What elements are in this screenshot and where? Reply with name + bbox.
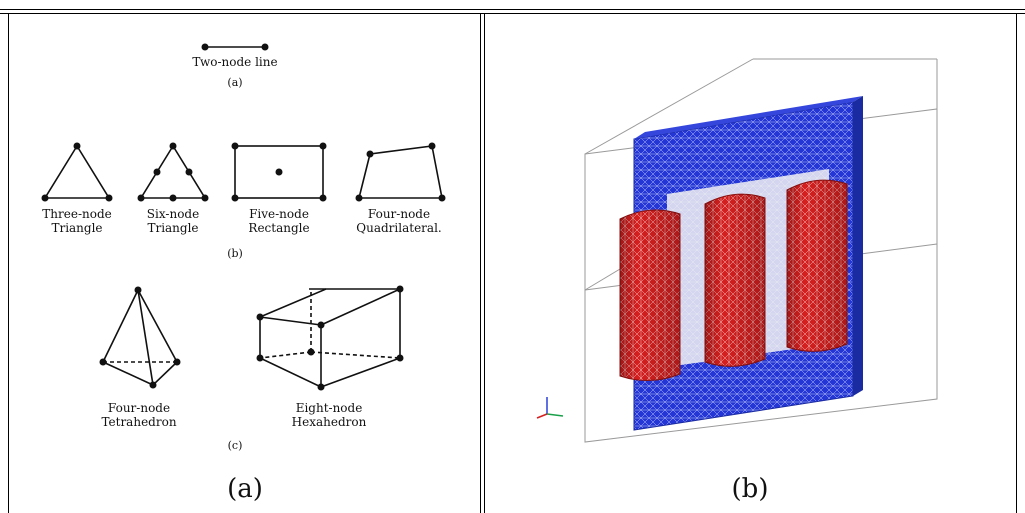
winding-middle: [704, 193, 766, 367]
quad-label-2: Quadrilateral.: [356, 221, 442, 235]
three-node-label-1: Three-node: [42, 207, 112, 221]
sub-label-c: (c): [227, 439, 243, 452]
right-border: [1016, 13, 1017, 513]
quad-label-1: Four-node: [367, 207, 431, 221]
panel-b-transformer-mesh: (b): [485, 14, 1016, 513]
two-node-line-label: Two-node line: [192, 55, 278, 69]
center-divider-2: [484, 13, 485, 513]
axis-triad-icon: [536, 397, 564, 419]
sub-label-b: (b): [227, 247, 243, 260]
six-node-label-1: Six-node: [146, 207, 200, 221]
element-shapes: [41, 43, 446, 391]
sub-label-a: (a): [227, 76, 243, 89]
panel-a-element-types: Two-node line (a) Three-node Triangle Si…: [9, 14, 480, 513]
three-node-triangle-shape: [43, 144, 111, 199]
top-rule-inner: [0, 13, 1025, 14]
panel-b-caption: (b): [731, 474, 769, 504]
left-border: [8, 13, 9, 513]
panel-a-caption: (a): [227, 474, 263, 504]
center-divider-1: [480, 13, 481, 513]
winding-left: [619, 209, 681, 381]
six-node-label-2: Triangle: [147, 221, 199, 235]
five-node-label-1: Five-node: [249, 207, 309, 221]
top-rule-outer: [0, 9, 1025, 10]
winding-right: [786, 179, 848, 352]
hexahedron-label-1: Eight-node: [295, 401, 363, 415]
five-node-label-2: Rectangle: [248, 221, 310, 235]
tetrahedron-label-2: Tetrahedron: [101, 415, 177, 429]
six-node-triangle-shape: [139, 144, 207, 199]
five-node-rectangle-shape: [234, 145, 324, 199]
three-node-label-2: Triangle: [51, 221, 103, 235]
transformer-mesh-render: [536, 58, 938, 443]
hexahedron-label-2: Hexahedron: [291, 415, 367, 429]
tetrahedron-label-1: Four-node: [107, 401, 171, 415]
